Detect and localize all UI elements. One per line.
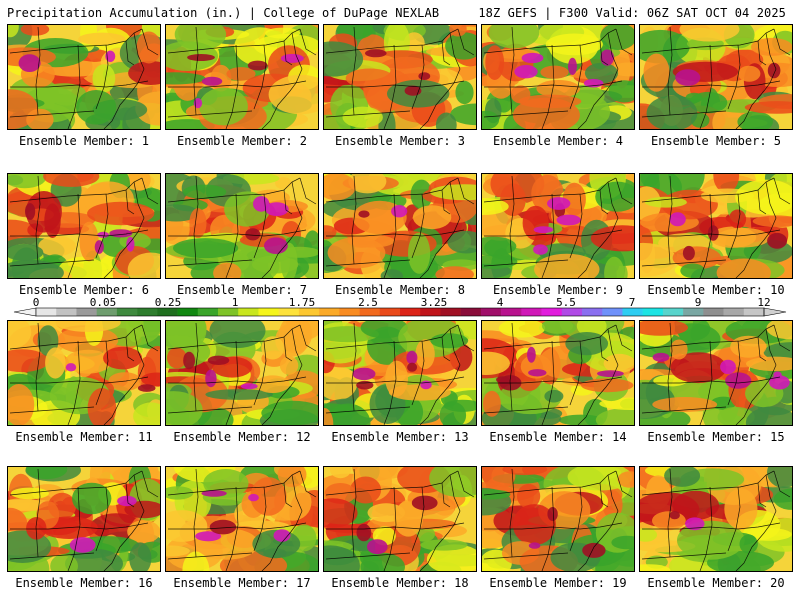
colorbar-tick-label: 1.75 bbox=[288, 296, 316, 309]
ensemble-member-map-6 bbox=[7, 173, 161, 279]
colorbar-tick-label: 0 bbox=[32, 296, 40, 309]
colorbar-swatch bbox=[56, 308, 77, 316]
ensemble-member-label: Ensemble Member: 16 bbox=[15, 576, 153, 590]
ensemble-member-label: Ensemble Member: 6 bbox=[18, 283, 150, 297]
ensemble-member-map-3 bbox=[323, 24, 477, 130]
ensemble-member-label: Ensemble Member: 1 bbox=[18, 134, 150, 148]
colorbar-swatch bbox=[278, 308, 300, 316]
colorbar-swatch bbox=[137, 308, 158, 316]
colorbar-swatch bbox=[622, 308, 643, 316]
ensemble-member-map-14 bbox=[481, 320, 635, 426]
colorbar-swatch bbox=[218, 308, 239, 316]
ensemble-member-map-9 bbox=[481, 173, 635, 279]
ensemble-member-map-7 bbox=[165, 173, 319, 279]
ensemble-member-map-20 bbox=[639, 466, 793, 572]
colorbar-min-arrow bbox=[13, 307, 37, 317]
colorbar-swatch bbox=[420, 308, 441, 316]
ensemble-member-label: Ensemble Member: 18 bbox=[331, 576, 469, 590]
colorbar-swatch bbox=[602, 308, 623, 316]
colorbar-tick-label: 3.25 bbox=[420, 296, 448, 309]
colorbar-swatch bbox=[521, 308, 542, 316]
colorbar-swatch bbox=[157, 308, 178, 316]
precipitation-colorbar: 0 0.05 0.25 1 1.75 2.5 3.25 4 5.5 7 9 12 bbox=[0, 296, 800, 322]
ensemble-member-map-8 bbox=[323, 173, 477, 279]
ensemble-member-label: Ensemble Member: 5 bbox=[650, 134, 782, 148]
colorbar-swatch bbox=[460, 308, 482, 316]
run-valid-time: 18Z GEFS | F300 Valid: 06Z SAT OCT 04 20… bbox=[478, 6, 786, 20]
colorbar-tick-label: 7 bbox=[628, 296, 636, 309]
colorbar-swatch bbox=[561, 308, 583, 316]
colorbar-swatch bbox=[501, 308, 522, 316]
ensemble-member-map-17 bbox=[165, 466, 319, 572]
ensemble-member-label: Ensemble Member: 8 bbox=[334, 283, 466, 297]
ensemble-member-label: Ensemble Member: 20 bbox=[647, 576, 785, 590]
ensemble-member-label: Ensemble Member: 2 bbox=[176, 134, 308, 148]
colorbar-tick-label: 2.5 bbox=[358, 296, 378, 309]
colorbar-max-arrow bbox=[763, 307, 787, 317]
colorbar-tick-label: 0.25 bbox=[154, 296, 182, 309]
colorbar-swatch bbox=[359, 308, 381, 316]
ensemble-member-label: Ensemble Member: 10 bbox=[647, 283, 785, 297]
ensemble-member-map-2 bbox=[165, 24, 319, 130]
colorbar-swatch bbox=[703, 308, 724, 316]
colorbar-tick-label: 0.05 bbox=[89, 296, 117, 309]
colorbar-swatch bbox=[319, 308, 340, 316]
ensemble-member-label: Ensemble Member: 4 bbox=[492, 134, 624, 148]
colorbar-swatch bbox=[298, 308, 320, 316]
ensemble-member-label: Ensemble Member: 14 bbox=[489, 430, 627, 444]
ensemble-member-label: Ensemble Member: 19 bbox=[489, 576, 627, 590]
colorbar-swatch bbox=[258, 308, 279, 316]
colorbar-swatch bbox=[683, 308, 704, 316]
colorbar-swatch bbox=[36, 308, 57, 316]
colorbar-swatch bbox=[541, 308, 563, 316]
colorbar-swatch bbox=[723, 308, 745, 316]
ensemble-member-label: Ensemble Member: 9 bbox=[492, 283, 624, 297]
ensemble-member-label: Ensemble Member: 7 bbox=[176, 283, 308, 297]
colorbar-swatch bbox=[400, 308, 421, 316]
ensemble-member-label: Ensemble Member: 15 bbox=[647, 430, 785, 444]
colorbar-tick-label: 1 bbox=[231, 296, 239, 309]
colorbar-scale bbox=[13, 307, 787, 317]
colorbar-tick-label: 5.5 bbox=[556, 296, 576, 309]
colorbar-swatch bbox=[662, 308, 684, 316]
colorbar-swatch bbox=[379, 308, 401, 316]
ensemble-member-map-18 bbox=[323, 466, 477, 572]
colorbar-swatch bbox=[339, 308, 360, 316]
colorbar-swatch bbox=[197, 308, 219, 316]
ensemble-member-map-10 bbox=[639, 173, 793, 279]
ensemble-member-map-1 bbox=[7, 24, 161, 130]
map-title: Precipitation Accumulation (in.) | Colle… bbox=[7, 6, 440, 20]
colorbar-swatch bbox=[177, 308, 199, 316]
colorbar-swatch bbox=[743, 308, 765, 316]
ensemble-member-map-11 bbox=[7, 320, 161, 426]
ensemble-member-map-19 bbox=[481, 466, 635, 572]
colorbar-swatch bbox=[238, 308, 259, 316]
colorbar-swatch bbox=[116, 308, 138, 316]
colorbar-tick-label: 12 bbox=[757, 296, 771, 309]
colorbar-tick-label: 4 bbox=[496, 296, 504, 309]
ensemble-member-label: Ensemble Member: 17 bbox=[173, 576, 311, 590]
ensemble-member-map-13 bbox=[323, 320, 477, 426]
ensemble-member-map-5 bbox=[639, 24, 793, 130]
ensemble-member-map-12 bbox=[165, 320, 319, 426]
colorbar-swatch bbox=[440, 308, 461, 316]
ensemble-member-map-15 bbox=[639, 320, 793, 426]
colorbar-tick-label: 9 bbox=[694, 296, 702, 309]
ensemble-member-label: Ensemble Member: 3 bbox=[334, 134, 466, 148]
colorbar-swatch bbox=[76, 308, 97, 316]
ensemble-member-map-4 bbox=[481, 24, 635, 130]
ensemble-member-label: Ensemble Member: 11 bbox=[15, 430, 153, 444]
colorbar-swatch bbox=[480, 308, 502, 316]
colorbar-swatch bbox=[96, 308, 118, 316]
colorbar-swatch bbox=[582, 308, 603, 316]
ensemble-member-label: Ensemble Member: 13 bbox=[331, 430, 469, 444]
ensemble-member-map-16 bbox=[7, 466, 161, 572]
ensemble-member-label: Ensemble Member: 12 bbox=[173, 430, 311, 444]
colorbar-swatch bbox=[642, 308, 664, 316]
